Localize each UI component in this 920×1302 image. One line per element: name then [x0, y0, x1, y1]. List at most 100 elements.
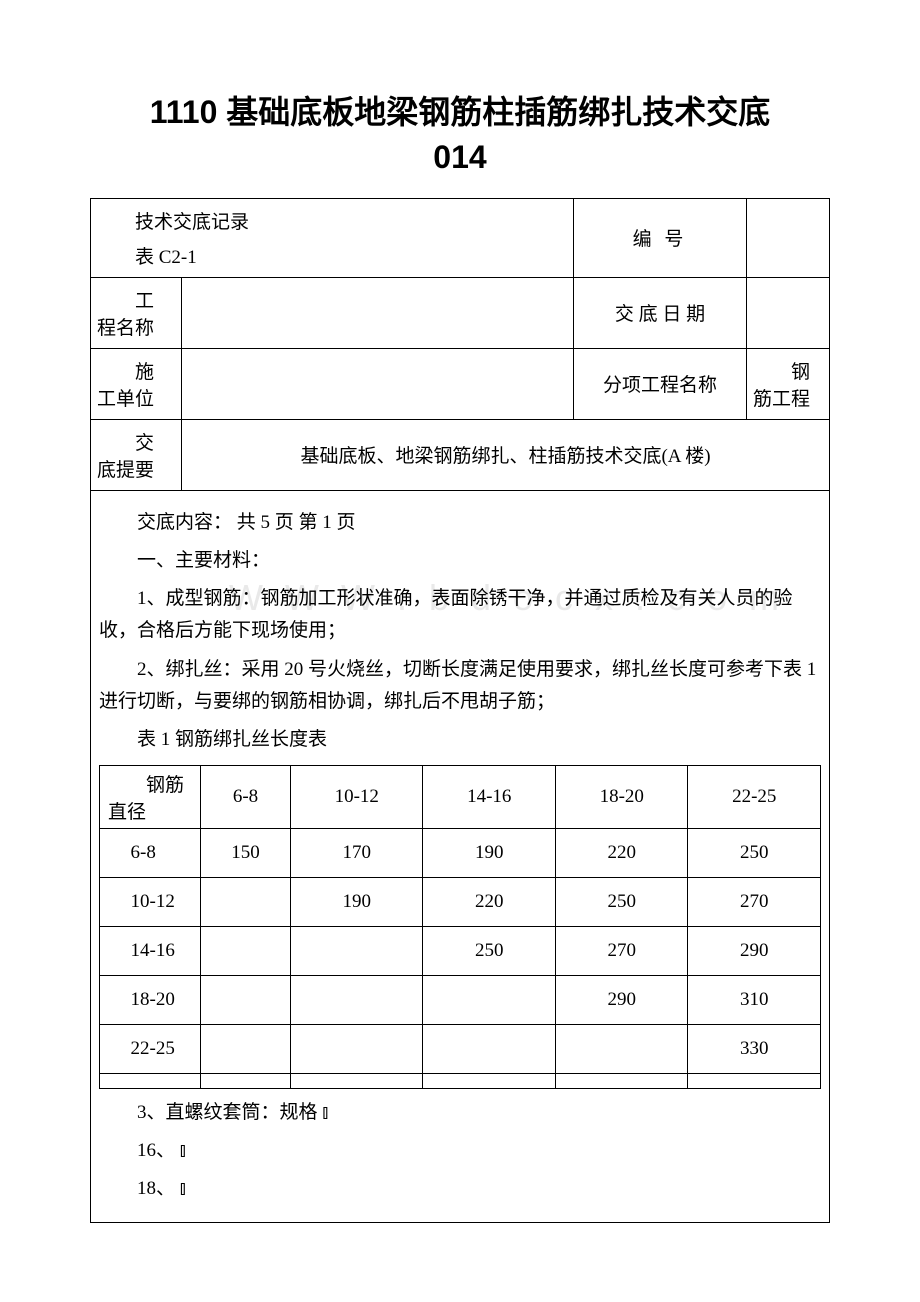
- para-1: 1、成型钢筋：钢筋加工形状准确，表面除锈干净，并通过质检及有关人员的验收，合格后…: [99, 583, 821, 648]
- wire-cell-0-1: 170: [290, 828, 423, 877]
- subitem-label: 分项工程名称: [603, 375, 717, 396]
- watermark-wrap: W W W . b d o c x . c o m 1、成型钢筋：钢筋加工形状准…: [99, 583, 821, 648]
- header-row-1: 技术交底记录 表 C2-1 编 号: [91, 198, 830, 277]
- corner-l2: 直径: [108, 797, 198, 824]
- proj-label-l1: 工: [97, 286, 175, 313]
- wire-cell-1-4: 270: [688, 877, 821, 926]
- wire-cell-4-0: [201, 1024, 291, 1073]
- wire-row-4: 22-25 330: [100, 1024, 821, 1073]
- wire-cell-4-2: [423, 1024, 556, 1073]
- wire-cell-3-1: [290, 975, 423, 1024]
- wire-col-4: 22-25: [688, 765, 821, 828]
- proj-value-cell: [182, 277, 574, 348]
- wire-empty-2: [290, 1073, 423, 1088]
- wire-cell-1-3: 250: [555, 877, 688, 926]
- subitem-label-cell: 分项工程名称: [574, 348, 747, 419]
- subitem-value-cell: 钢 筋工程: [747, 348, 830, 419]
- wire-col-2: 14-16: [423, 765, 556, 828]
- wire-cell-0-2: 190: [423, 828, 556, 877]
- summary-label-l1: 交: [97, 428, 175, 455]
- wire-cell-2-2: 250: [423, 926, 556, 975]
- wire-col-1: 10-12: [290, 765, 423, 828]
- bianma-label: 编 号: [633, 229, 688, 250]
- subitem-value-l2: 筋工程: [753, 384, 823, 411]
- unit-label-l1: 施: [97, 357, 175, 384]
- para-1-text: 1、成型钢筋：钢筋加工形状准确，表面除锈干净，并通过质检及有关人员的验收，合格后…: [99, 588, 793, 641]
- wire-cell-0-3: 220: [555, 828, 688, 877]
- date-label: 交 底 日 期: [615, 304, 705, 325]
- header-row-2: 工 程名称 交 底 日 期: [91, 277, 830, 348]
- wire-cell-2-1: [290, 926, 423, 975]
- wire-table-corner: 钢筋 直径: [100, 765, 201, 828]
- wire-cell-3-0: [201, 975, 291, 1024]
- para-2: 2、绑扎丝：采用 20 号火烧丝，切断长度满足使用要求，绑扎丝长度可参考下表 1…: [99, 654, 821, 719]
- wire-cell-2-0: [201, 926, 291, 975]
- wire-cell-2-3: 270: [555, 926, 688, 975]
- wire-cell-3-4: 310: [688, 975, 821, 1024]
- wire-cell-0-0: 150: [201, 828, 291, 877]
- wire-row-0-label: 6-8: [100, 828, 201, 877]
- header-row-4: 交 底提要 基础底板、地梁钢筋绑扎、柱插筋技术交底(A 楼): [91, 419, 830, 490]
- form-no: 表 C2-1: [97, 242, 567, 269]
- proj-label-cell: 工 程名称: [91, 277, 182, 348]
- wire-row-3-label: 18-20: [100, 975, 201, 1024]
- content-row: 交底内容： 共 5 页 第 1 页 一、主要材料： W W W . b d o …: [91, 490, 830, 1222]
- wire-empty-4: [555, 1073, 688, 1088]
- date-value-cell: [747, 277, 830, 348]
- wire-empty-0: [100, 1073, 201, 1088]
- wire-row-4-label: 22-25: [100, 1024, 201, 1073]
- summary-value-cell: 基础底板、地梁钢筋绑扎、柱插筋技术交底(A 楼): [182, 419, 830, 490]
- wire-row-0: 6-8 150 170 190 220 250: [100, 828, 821, 877]
- wire-row-empty: [100, 1073, 821, 1088]
- title-line-1: 1110 基础底板地梁钢筋柱插筋绑扎技术交底: [150, 94, 771, 130]
- corner-l1: 钢筋: [108, 770, 198, 797]
- summary-label-l2: 底提要: [97, 455, 175, 482]
- date-label-cell: 交 底 日 期: [574, 277, 747, 348]
- para-pageinfo: 交底内容： 共 5 页 第 1 页: [99, 507, 821, 539]
- wire-cell-1-2: 220: [423, 877, 556, 926]
- wire-empty-3: [423, 1073, 556, 1088]
- para-table-caption: 表 1 钢筋绑扎丝长度表: [99, 724, 821, 756]
- unit-label-cell: 施 工单位: [91, 348, 182, 419]
- record-cell: 技术交底记录 表 C2-1: [91, 198, 574, 277]
- wire-cell-1-0: [201, 877, 291, 926]
- wire-cell-3-2: [423, 975, 556, 1024]
- wire-empty-1: [201, 1073, 291, 1088]
- wire-row-2: 14-16 250 270 290: [100, 926, 821, 975]
- title-line-2: 014: [433, 139, 486, 175]
- wire-row-1: 10-12 190 220 250 270: [100, 877, 821, 926]
- wire-empty-5: [688, 1073, 821, 1088]
- wire-cell-3-3: 290: [555, 975, 688, 1024]
- para-3: 3、直螺纹套筒：规格 ⫾: [99, 1097, 821, 1129]
- para-section-1: 一、主要材料：: [99, 545, 821, 577]
- para-3b: 18、 ⫾: [99, 1173, 821, 1205]
- subitem-value-l1: 钢: [753, 357, 823, 384]
- summary-label-cell: 交 底提要: [91, 419, 182, 490]
- bianma-label-cell: 编 号: [574, 198, 747, 277]
- bianma-value-cell: [747, 198, 830, 277]
- wire-row-1-label: 10-12: [100, 877, 201, 926]
- wire-row-3: 18-20 290 310: [100, 975, 821, 1024]
- unit-value-cell: [182, 348, 574, 419]
- content-inner: 交底内容： 共 5 页 第 1 页 一、主要材料： W W W . b d o …: [91, 491, 829, 1222]
- wire-table-header-row: 钢筋 直径 6-8 10-12 14-16 18-20 22-25: [100, 765, 821, 828]
- wire-cell-0-4: 250: [688, 828, 821, 877]
- wire-row-2-label: 14-16: [100, 926, 201, 975]
- wire-cell-4-4: 330: [688, 1024, 821, 1073]
- main-form-table: 技术交底记录 表 C2-1 编 号 工 程名称 交 底 日 期 施 工单位: [90, 198, 830, 1223]
- wire-cell-2-4: 290: [688, 926, 821, 975]
- summary-value: 基础底板、地梁钢筋绑扎、柱插筋技术交底(A 楼): [300, 446, 710, 467]
- wire-col-0: 6-8: [201, 765, 291, 828]
- document-page: 1110 基础底板地梁钢筋柱插筋绑扎技术交底 014 技术交底记录 表 C2-1…: [0, 0, 920, 1263]
- proj-label-l2: 程名称: [97, 313, 175, 340]
- wire-cell-4-1: [290, 1024, 423, 1073]
- unit-label-l2: 工单位: [97, 384, 175, 411]
- wire-length-table: 钢筋 直径 6-8 10-12 14-16 18-20 22-25 6-8 15…: [99, 765, 821, 1089]
- wire-col-3: 18-20: [555, 765, 688, 828]
- wire-cell-4-3: [555, 1024, 688, 1073]
- header-row-3: 施 工单位 分项工程名称 钢 筋工程: [91, 348, 830, 419]
- wire-cell-1-1: 190: [290, 877, 423, 926]
- record-label: 技术交底记录: [97, 207, 567, 234]
- para-3a: 16、 ⫾: [99, 1135, 821, 1167]
- document-title: 1110 基础底板地梁钢筋柱插筋绑扎技术交底 014: [90, 90, 830, 180]
